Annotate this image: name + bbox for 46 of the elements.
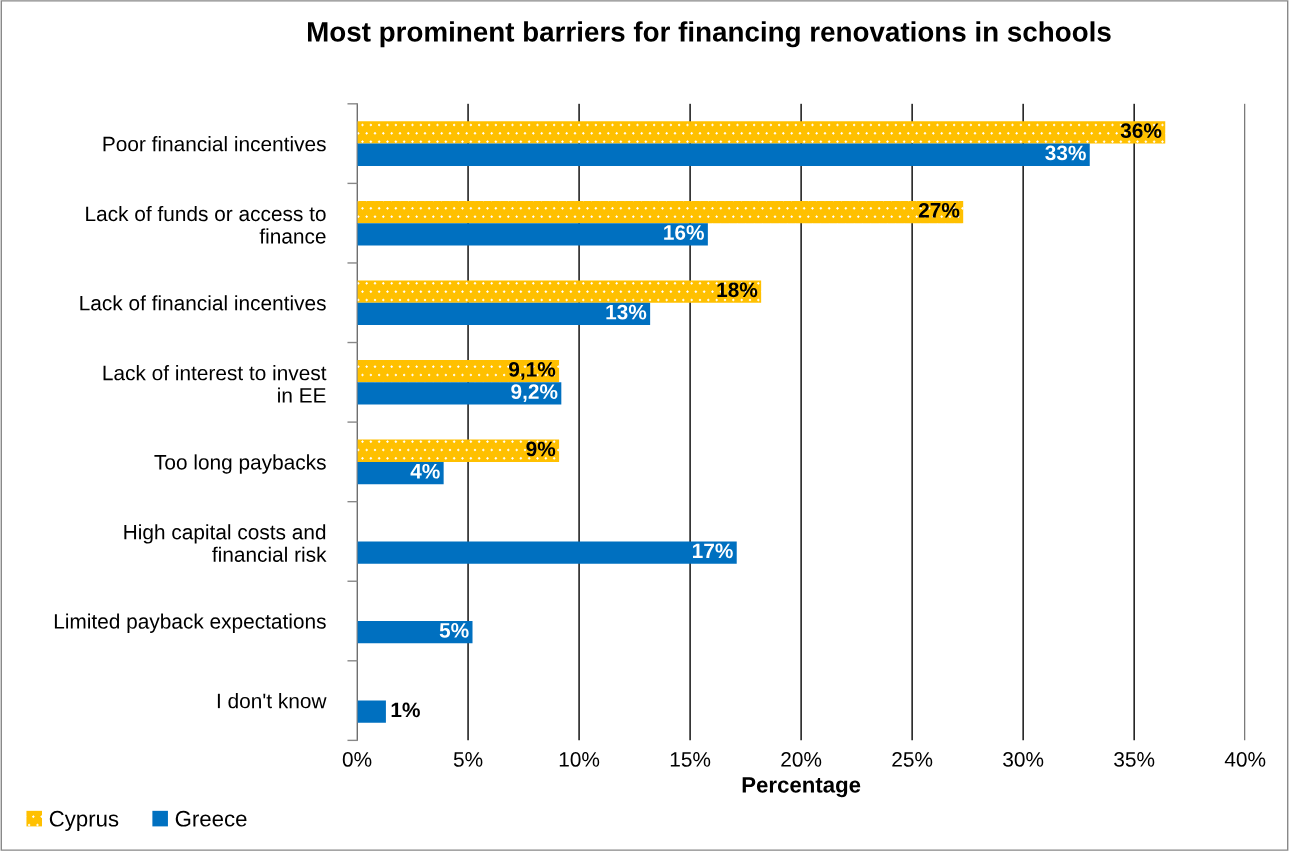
bar [357,621,473,644]
y-tick-label: High capital costs and financial risk [124,524,327,562]
bar [357,280,762,303]
bar [357,439,560,462]
data-label: 9,1% [509,362,556,380]
data-label: 17% [693,543,733,559]
data-label: 1% [391,702,420,718]
data-label: 36% [1120,123,1162,139]
data-label: 16% [664,225,704,240]
bar [357,302,651,326]
y-tick-label: Too long paybacks [154,454,326,474]
chart-title: Most prominent barriers for financing renovations in schools [308,21,1111,48]
y-tick-label: Poor financial incentives [103,136,326,152]
data-label: 5% [439,623,469,638]
data-label: 9% [526,441,556,457]
x-tick-label: 25% [892,752,933,767]
x-tick-label: 40% [1224,752,1266,767]
x-tick-label: 15% [670,752,711,767]
y-tick-label: Lack of financial incentives [80,295,326,311]
data-label: 27% [918,202,960,218]
bar [357,121,1166,144]
legend-label: Greece [175,810,247,827]
data-label: 18% [717,282,758,298]
bar [357,143,1090,166]
x-tick-label: 35% [1114,752,1155,767]
x-tick-label: 30% [1003,752,1044,767]
data-label: 33% [1045,145,1086,161]
x-axis-title: Percentage [742,777,861,798]
y-tick-label: Lack of funds or access to finance [86,205,326,244]
y-tick-label: Limited payback expectations [54,613,326,633]
data-label: 9,2% [511,384,558,403]
bar [357,382,562,405]
y-tick-label: Lack of interest to invest in EE [103,365,327,403]
data-label: 13% [606,304,647,320]
x-tick-label: 5% [453,752,483,767]
bar [357,541,737,564]
x-tick-label: 20% [781,752,822,767]
x-tick-label: 10% [559,752,600,767]
bar [357,200,964,224]
bar [357,700,386,723]
data-label: 4% [410,463,440,479]
bar [357,223,708,246]
y-tick-label: I don't know [217,693,327,709]
x-tick-label: 0% [342,752,372,767]
legend-label: Cyprus [49,810,119,831]
bar [357,360,560,383]
